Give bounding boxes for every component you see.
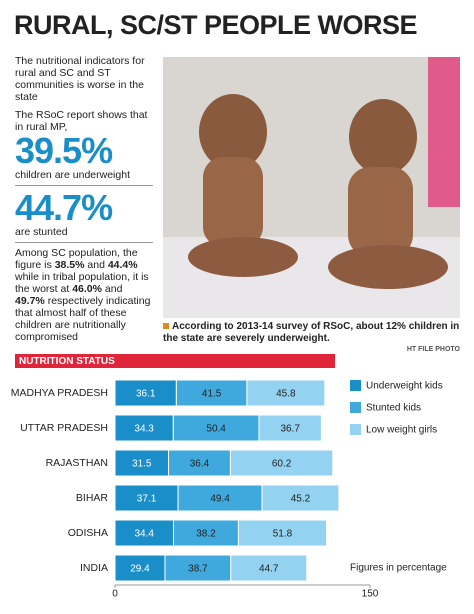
bar-segment bbox=[114, 484, 179, 512]
x-tick-label: 150 bbox=[362, 589, 379, 600]
value-label: 41.5 bbox=[202, 389, 222, 400]
bullet bbox=[163, 323, 169, 329]
bar-segment bbox=[172, 519, 239, 547]
value-label: 34.3 bbox=[134, 424, 154, 435]
value-label: 60.2 bbox=[272, 459, 292, 470]
value-label: 44.7 bbox=[259, 564, 279, 575]
highlight: 49.7% bbox=[15, 295, 45, 307]
value-label: 36.1 bbox=[136, 389, 156, 400]
bar-segment bbox=[114, 414, 174, 442]
bar-segment bbox=[175, 379, 248, 407]
bar-segment bbox=[237, 519, 327, 547]
bar-segment bbox=[114, 554, 166, 582]
legend-label: Underweight kids bbox=[366, 381, 443, 392]
bar-segment bbox=[229, 449, 334, 477]
legend-label: Stunted kids bbox=[366, 403, 421, 414]
stat-caption: children are underweight bbox=[15, 169, 130, 181]
big-stat: 44.7% bbox=[15, 187, 113, 228]
caption-text: According to 2013-14 survey of RSoC, abo… bbox=[163, 321, 460, 344]
divider bbox=[15, 242, 153, 243]
chart-title: NUTRITION STATUS bbox=[19, 356, 115, 367]
text: respectively indicating that almost half… bbox=[15, 295, 151, 343]
category-label: RAJASTHAN bbox=[46, 457, 108, 469]
value-label: 36.7 bbox=[280, 424, 300, 435]
value-label: 29.4 bbox=[130, 564, 150, 575]
bar-segment bbox=[230, 554, 308, 582]
paragraph: Among SC population, the figure is 38.5%… bbox=[15, 247, 153, 343]
bar-segment bbox=[246, 379, 326, 407]
paragraph: The RSoC report shows that in rural MP, bbox=[15, 109, 148, 133]
x-tick-label: 0 bbox=[112, 589, 118, 600]
category-label: MADHYA PRADESH bbox=[11, 387, 108, 399]
value-label: 38.7 bbox=[188, 564, 208, 575]
photo-caption: According to 2013-14 survey of RSoC, abo… bbox=[163, 321, 460, 345]
photo bbox=[163, 57, 460, 318]
value-label: 45.8 bbox=[276, 389, 296, 400]
value-label: 51.8 bbox=[273, 529, 293, 540]
divider bbox=[15, 185, 153, 186]
text: while in tribal population, it is the wo… bbox=[15, 271, 149, 295]
chart: NUTRITION STATUS MADHYA PRADESH 36.1 41.5 4… bbox=[11, 354, 447, 600]
value-label: 49.4 bbox=[210, 494, 230, 505]
headline: RURAL, SC/ST PEOPLE WORSE bbox=[14, 10, 418, 40]
category-label: UTTAR PRADESH bbox=[20, 422, 108, 434]
legend-label: Low weight girls bbox=[366, 425, 437, 436]
text: and bbox=[101, 283, 123, 295]
highlight: 46.0% bbox=[72, 283, 102, 295]
category-label: BIHAR bbox=[76, 492, 109, 504]
text: Among SC population, the figure is bbox=[15, 247, 138, 271]
legend-swatch bbox=[350, 380, 361, 391]
value-label: 38.2 bbox=[196, 529, 216, 540]
section-bar bbox=[15, 354, 335, 368]
big-stat: 39.5% bbox=[15, 130, 113, 171]
value-label: 34.4 bbox=[135, 529, 155, 540]
category-label: ODISHA bbox=[68, 527, 108, 539]
bar-segment bbox=[172, 414, 260, 442]
bar-segment bbox=[164, 554, 232, 582]
photo-credit: HT FILE PHOTO bbox=[406, 346, 460, 353]
bar-segment bbox=[177, 484, 263, 512]
sidebar: The nutritional indicators for rural and… bbox=[15, 55, 153, 349]
bar-segment bbox=[168, 449, 231, 477]
category-label: INDIA bbox=[80, 562, 108, 574]
value-label: 36.4 bbox=[190, 459, 210, 470]
legend-swatch bbox=[350, 424, 361, 435]
chart-note: Figures in percentage bbox=[350, 563, 447, 574]
legend-swatch bbox=[350, 402, 361, 413]
text: and bbox=[84, 259, 108, 271]
highlight: 38.5% bbox=[54, 259, 85, 271]
highlight: 44.4% bbox=[107, 259, 138, 271]
bar-segment bbox=[258, 414, 322, 442]
stat-caption: are stunted bbox=[15, 226, 68, 238]
value-label: 45.2 bbox=[291, 494, 311, 505]
paragraph: The nutritional indicators for rural and… bbox=[15, 55, 145, 103]
value-label: 37.1 bbox=[137, 494, 157, 505]
value-label: 31.5 bbox=[132, 459, 152, 470]
bar-segment bbox=[261, 484, 340, 512]
value-label: 50.4 bbox=[206, 424, 226, 435]
bar-segment bbox=[114, 379, 177, 407]
